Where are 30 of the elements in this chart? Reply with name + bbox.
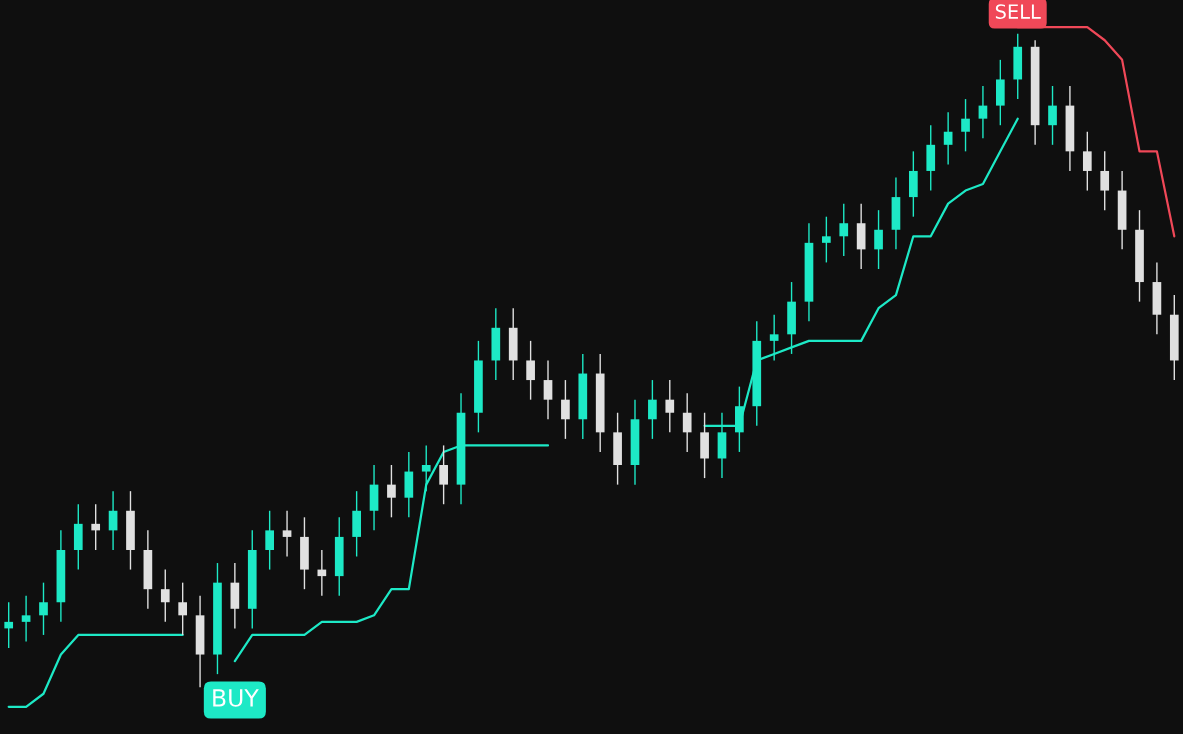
candlestick	[439, 444, 448, 505]
candlestick	[543, 359, 553, 420]
candlestick	[839, 202, 849, 257]
candlestick	[317, 549, 327, 597]
candlestick	[943, 111, 953, 166]
candlestick	[21, 595, 31, 643]
candlestick	[4, 601, 14, 649]
candlestick	[91, 503, 101, 551]
candlestick	[1048, 85, 1057, 146]
candlestick	[526, 340, 535, 401]
candlestick	[665, 379, 675, 434]
candlestick	[421, 444, 431, 492]
candlestick	[282, 510, 292, 558]
candlestick	[1082, 131, 1092, 192]
candlestick	[387, 464, 396, 518]
candlestick	[874, 209, 883, 270]
candlestick	[1100, 150, 1110, 211]
candlestick	[39, 581, 48, 636]
candlestick	[265, 510, 274, 571]
candlestick	[978, 85, 988, 139]
candlestick	[769, 314, 779, 362]
candlestick	[178, 581, 188, 636]
candlestick	[822, 216, 831, 264]
candlestick	[160, 568, 170, 623]
text: SELL	[995, 4, 1041, 19]
candlestick	[648, 379, 657, 440]
candlestick	[682, 392, 692, 453]
candlestick	[561, 379, 570, 440]
candlestick	[961, 98, 970, 153]
text: BUY	[213, 689, 259, 707]
